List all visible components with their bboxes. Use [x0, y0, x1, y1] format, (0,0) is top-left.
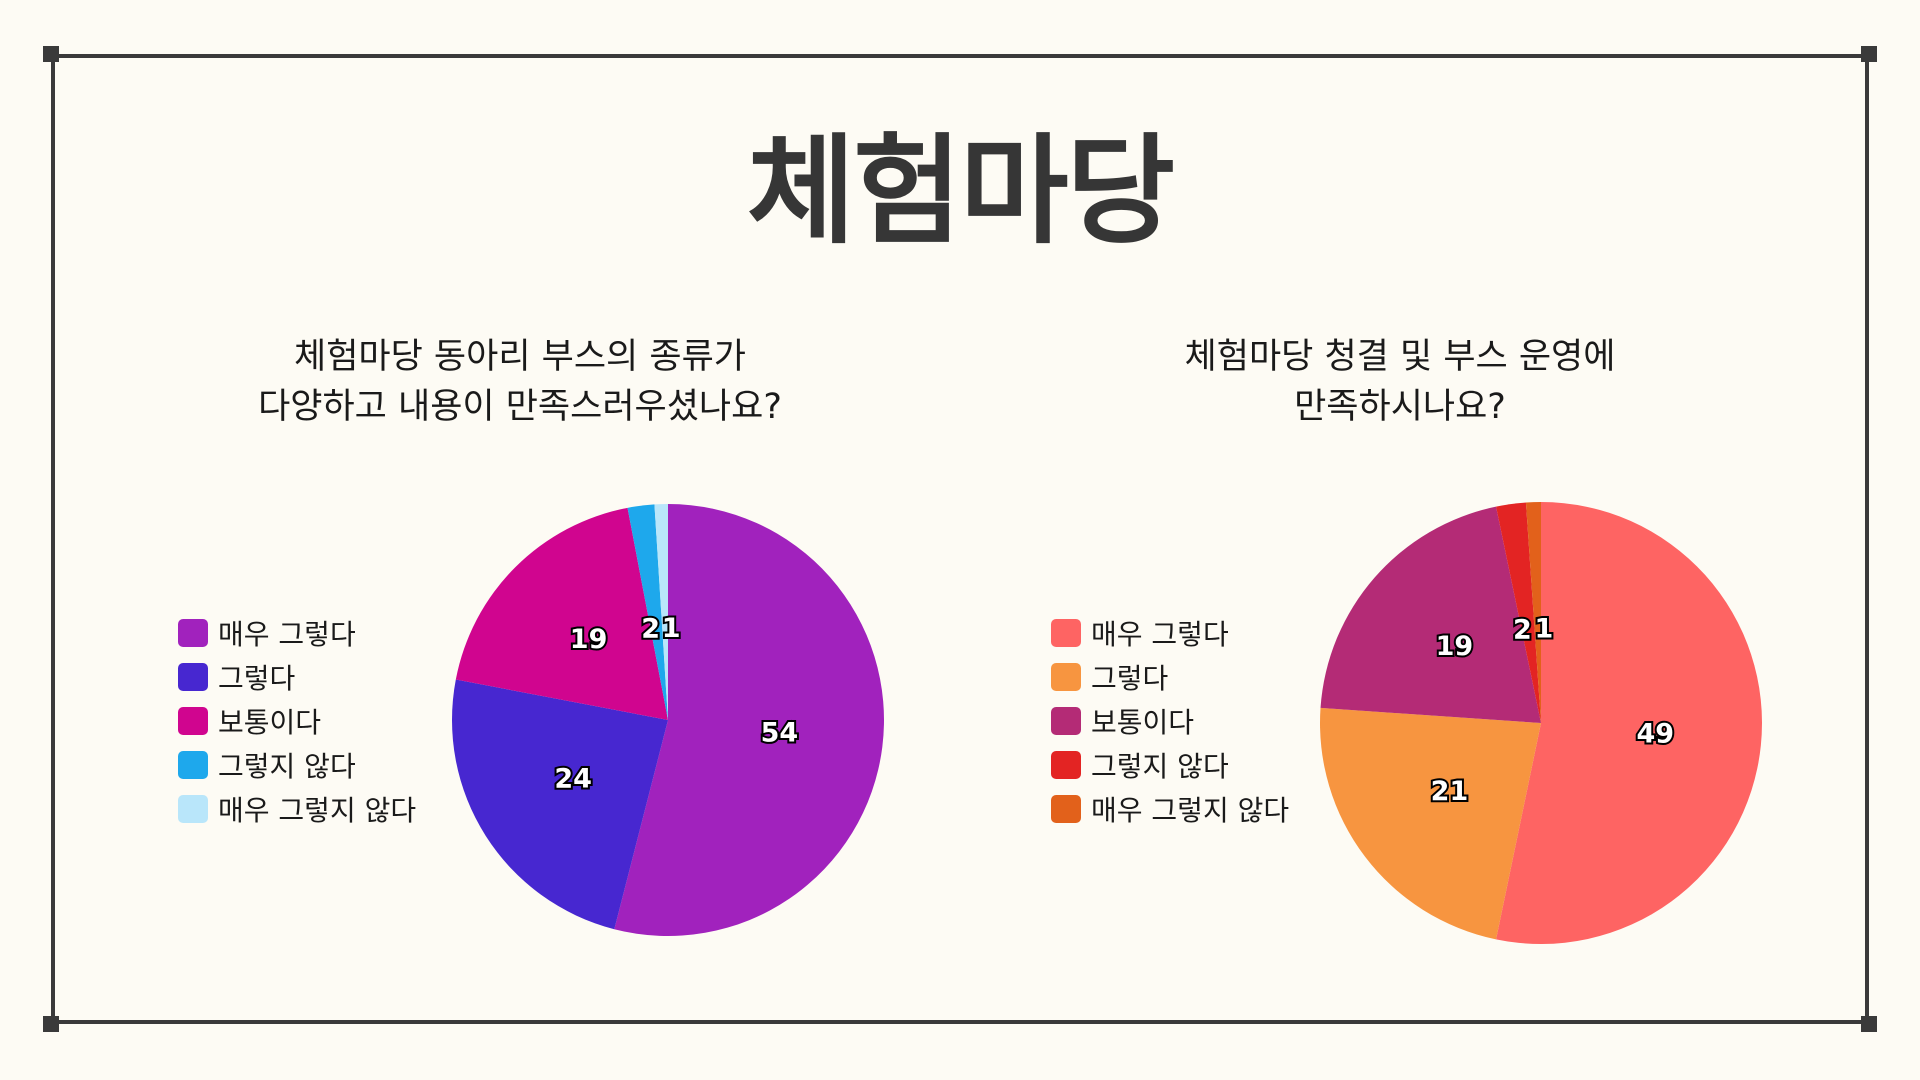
data-label: 19	[1436, 631, 1474, 662]
pie-slice-2	[452, 679, 668, 930]
data-label: 1	[662, 613, 681, 644]
legend-item: 그렇다	[178, 655, 416, 699]
legend-label: 보통이다	[218, 706, 322, 739]
legend-label: 그렇지 않다	[1091, 750, 1229, 783]
data-label: 1	[1534, 614, 1553, 645]
data-label: 19	[570, 624, 608, 655]
pie-slice-3	[455, 507, 668, 720]
pie-slice-2	[1320, 707, 1541, 940]
legend-label: 보통이다	[1091, 706, 1195, 739]
pie-slice-3	[1320, 506, 1541, 723]
pie-chart-1: 54 24 19 2 1	[452, 504, 884, 936]
legend-label: 매우 그렇다	[1091, 618, 1229, 651]
legend-swatch	[178, 795, 208, 823]
legend-swatch	[1051, 795, 1081, 823]
frame-corner	[1861, 1016, 1877, 1032]
legend-label: 매우 그렇다	[218, 618, 356, 651]
legend-item: 매우 그렇지 않다	[178, 787, 416, 831]
chart-title-2-line-2: 만족하시나요?	[1294, 387, 1506, 427]
pie-slice-5	[654, 504, 668, 720]
data-label: 49	[1637, 718, 1675, 749]
legend-swatch	[1051, 619, 1081, 647]
chart-title-2: 체험마당 청결 및 부스 운영에 만족하시나요?	[1040, 332, 1760, 432]
legend-item: 매우 그렇다	[1051, 611, 1289, 655]
legend-label: 그렇지 않다	[218, 750, 356, 783]
legend-swatch	[178, 619, 208, 647]
data-label: 21	[1431, 776, 1469, 807]
legend-swatch	[1051, 707, 1081, 735]
pie-slice-1	[1496, 502, 1762, 944]
chart-title-1-line-2: 다양하고 내용이 만족스러우셨나요?	[258, 387, 782, 427]
legend-swatch	[1051, 751, 1081, 779]
legend-label: 매우 그렇지 않다	[218, 794, 417, 827]
data-label: 2	[641, 613, 660, 644]
data-label: 2	[1513, 615, 1532, 646]
pie-chart-2: 49 21 19 2 1	[1320, 502, 1762, 944]
pie-slice-5	[1525, 502, 1541, 723]
legend-item: 보통이다	[1051, 699, 1289, 743]
pie-slice-4	[627, 504, 668, 720]
legend-swatch	[178, 751, 208, 779]
legend-swatch	[178, 663, 208, 691]
chart-title-2-line-1: 체험마당 청결 및 부스 운영에	[1184, 337, 1616, 377]
legend-item: 그렇지 않다	[1051, 743, 1289, 787]
frame-corner	[43, 46, 59, 62]
data-label: 24	[554, 764, 592, 795]
legend-item: 매우 그렇지 않다	[1051, 787, 1289, 831]
legend-swatch	[1051, 663, 1081, 691]
legend-item: 보통이다	[178, 699, 416, 743]
legend-1: 매우 그렇다 그렇다 보통이다 그렇지 않다 매우 그렇지 않다	[178, 611, 416, 831]
legend-item: 그렇지 않다	[178, 743, 416, 787]
legend-item: 매우 그렇다	[178, 611, 416, 655]
legend-2: 매우 그렇다 그렇다 보통이다 그렇지 않다 매우 그렇지 않다	[1051, 611, 1289, 831]
legend-label: 그렇다	[1091, 662, 1169, 695]
chart-title-1-line-1: 체험마당 동아리 부스의 종류가	[294, 337, 746, 377]
page-title: 체험마당	[746, 122, 1175, 260]
legend-swatch	[178, 707, 208, 735]
pie-slice-4	[1496, 502, 1541, 723]
legend-label: 그렇다	[218, 662, 296, 695]
slide-frame	[51, 54, 1869, 1024]
legend-label: 매우 그렇지 않다	[1091, 794, 1290, 827]
frame-corner	[43, 1016, 59, 1032]
frame-corner	[1861, 46, 1877, 62]
chart-title-1: 체험마당 동아리 부스의 종류가 다양하고 내용이 만족스러우셨나요?	[160, 332, 880, 432]
pie-slice-1	[614, 504, 884, 936]
legend-item: 그렇다	[1051, 655, 1289, 699]
data-label: 54	[761, 718, 799, 749]
